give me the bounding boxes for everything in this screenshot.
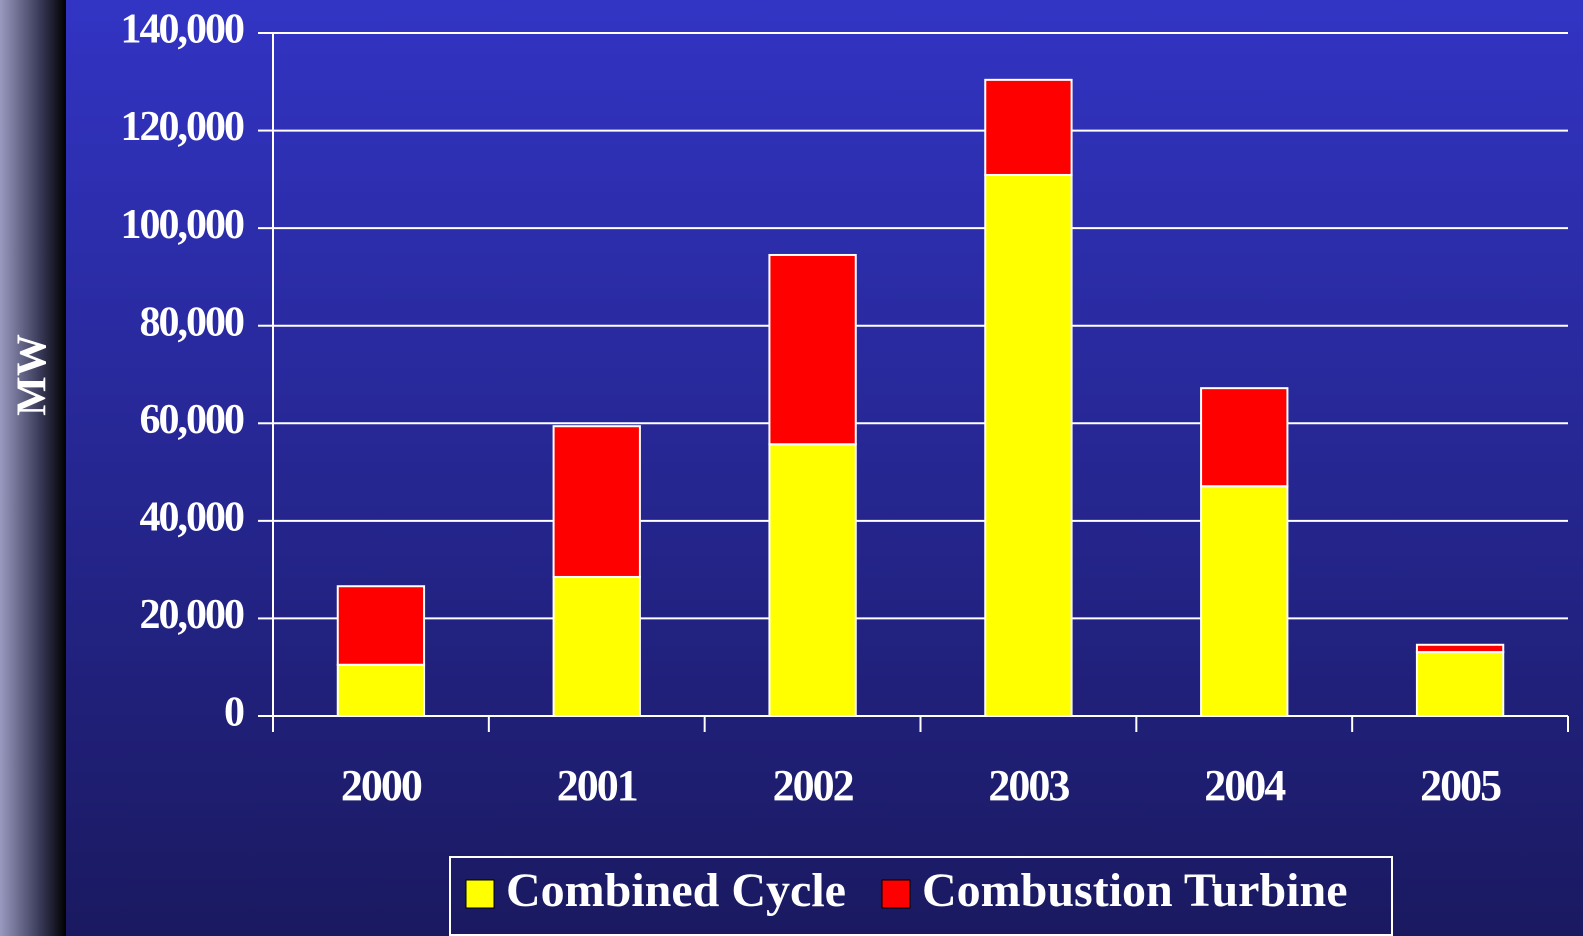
x-tick-label: 2002 xyxy=(773,761,854,810)
bar-segment xyxy=(984,173,1073,717)
y-tick-label: 60,000 xyxy=(140,397,245,443)
x-tick-label: 2005 xyxy=(1420,761,1501,810)
legend-swatch xyxy=(881,879,911,909)
bar-segment xyxy=(1415,651,1505,717)
y-tick-label: 80,000 xyxy=(140,299,245,345)
bar-segment xyxy=(768,253,857,446)
x-tick-label: 2003 xyxy=(988,761,1069,810)
bar-segment xyxy=(1200,485,1289,718)
legend-label: Combustion Turbine xyxy=(922,864,1348,917)
bar-segment xyxy=(552,425,641,578)
legend-box xyxy=(449,856,1393,936)
y-tick-label: 20,000 xyxy=(140,592,245,638)
y-tick-label: 140,000 xyxy=(121,7,245,53)
x-tick-label: 2000 xyxy=(341,761,422,810)
x-tick-label: 2004 xyxy=(1204,761,1286,810)
y-tick-label: 0 xyxy=(224,690,244,736)
bar-segment xyxy=(336,585,426,666)
y-tick-label: 40,000 xyxy=(140,494,245,540)
y-axis-label: MW xyxy=(10,334,56,416)
legend-label: Combined Cycle xyxy=(506,864,846,917)
bar-segment xyxy=(1200,387,1289,488)
legend-swatch xyxy=(465,879,495,909)
bar-segment xyxy=(768,443,857,717)
bar-segment xyxy=(1415,643,1505,654)
bar-segment xyxy=(984,78,1073,176)
side-strip xyxy=(0,0,66,936)
y-tick-label: 100,000 xyxy=(121,202,245,248)
bar-segment xyxy=(552,575,641,717)
y-tick-label: 120,000 xyxy=(121,104,245,150)
bar-segment xyxy=(336,663,426,718)
x-tick-label: 2001 xyxy=(557,761,637,810)
